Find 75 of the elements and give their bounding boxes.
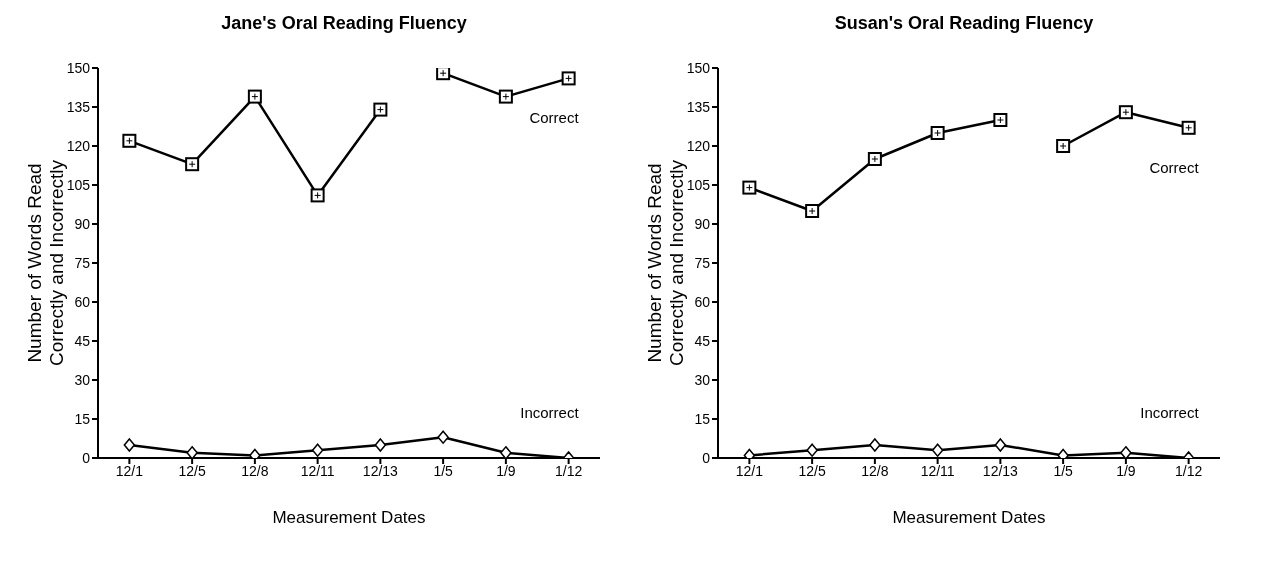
- point: [123, 438, 136, 452]
- point: [1181, 120, 1196, 135]
- point: [1118, 105, 1133, 120]
- chart-title: Susan's Oral Reading Fluency: [833, 12, 1095, 35]
- y-tick-label: 0: [702, 449, 711, 466]
- point: [805, 204, 820, 218]
- point: [500, 446, 512, 458]
- x-tick-label: 12/13: [362, 462, 399, 479]
- point: [185, 157, 200, 172]
- point: [436, 68, 451, 81]
- y-tick-label: 45: [74, 332, 91, 349]
- point: [1120, 446, 1132, 458]
- y-axis-title: Number of Words Read Correctly and Incorrectly: [24, 159, 67, 366]
- x-tick-label: 1/5: [433, 462, 454, 479]
- y-tick-label: 30: [74, 371, 91, 388]
- point: [742, 180, 757, 195]
- point: [247, 89, 262, 104]
- y-tick-label: 45: [694, 332, 711, 349]
- y-tick-label: 150: [686, 59, 711, 76]
- x-tick-label: 1/9: [1116, 462, 1136, 479]
- point: [993, 113, 1008, 127]
- y-tick-label: 120: [686, 137, 711, 154]
- y-tick-label: 90: [694, 215, 711, 232]
- y-tick-label: 15: [74, 410, 91, 427]
- x-tick-label: 12/1: [735, 462, 764, 479]
- chart-title: Jane's Oral Reading Fluency: [220, 12, 468, 35]
- y-tick-label: 105: [66, 176, 91, 193]
- y-tick-label: 15: [694, 410, 711, 427]
- point: [867, 152, 882, 166]
- series-label: Incorrect: [1140, 404, 1200, 421]
- point: [186, 446, 198, 458]
- point: [994, 438, 1007, 452]
- x-tick-label: 12/1: [115, 462, 144, 479]
- point: [122, 133, 137, 148]
- point: [310, 188, 325, 203]
- y-tick-label: 150: [66, 59, 91, 76]
- x-tick-label: 12/5: [798, 462, 826, 479]
- y-tick-label: 135: [686, 98, 711, 115]
- x-tick-label: 1/12: [555, 462, 583, 479]
- y-tick-label: 30: [694, 371, 711, 388]
- y-tick-label: 120: [66, 137, 91, 154]
- y-tick-label: 0: [82, 449, 91, 466]
- point: [311, 443, 324, 457]
- point: [930, 126, 945, 140]
- point: [931, 443, 944, 457]
- x-tick-label: 12/8: [241, 462, 269, 479]
- y-tick-label: 60: [694, 293, 711, 310]
- y-axis-title: Number of Words Read Correctly and Incorrectly: [644, 159, 687, 366]
- y-tick-label: 105: [686, 176, 711, 193]
- y-tick-label: 75: [694, 254, 711, 271]
- point: [373, 102, 388, 117]
- point: [806, 443, 818, 457]
- y-tick-label: 75: [74, 254, 91, 271]
- point: [1056, 139, 1071, 153]
- x-tick-label: 1/5: [1053, 462, 1074, 479]
- y-tick-label: 90: [74, 215, 91, 232]
- point: [561, 71, 576, 86]
- x-axis-title: Measurement Dates: [272, 508, 426, 527]
- point: [374, 438, 387, 452]
- y-tick-label: 60: [74, 293, 91, 310]
- series-label: Correct: [1149, 158, 1200, 176]
- x-tick-label: 12/13: [982, 462, 1019, 479]
- point: [869, 438, 881, 452]
- point: [498, 89, 513, 104]
- y-tick-label: 135: [66, 98, 91, 115]
- x-tick-label: 12/11: [920, 462, 955, 479]
- series-label: Correct: [529, 109, 580, 127]
- x-tick-label: 1/9: [496, 462, 516, 479]
- x-tick-label: 12/5: [178, 462, 206, 479]
- x-tick-label: 1/12: [1175, 462, 1203, 479]
- point: [437, 430, 449, 444]
- x-axis-title: Measurement Dates: [892, 508, 1046, 527]
- x-tick-label: 12/11: [300, 462, 335, 479]
- series-label: Incorrect: [520, 404, 580, 421]
- x-tick-label: 12/8: [861, 462, 889, 479]
